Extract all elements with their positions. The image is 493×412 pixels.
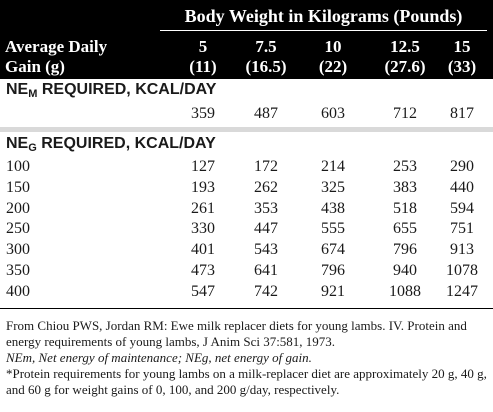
section-spacer — [0, 127, 493, 132]
column-lb: (11) — [189, 57, 217, 76]
cell: 603 — [321, 105, 345, 122]
cell: 518 — [393, 199, 417, 217]
column-kg: 15 — [453, 37, 471, 56]
gain-cell: 250 — [6, 220, 30, 238]
cell: 547 — [191, 282, 215, 300]
neg-title-sub: G — [28, 142, 37, 154]
abbrev-text: NEm, Net energy of maintenance; NEg, net… — [6, 350, 312, 365]
source-text: From Chiou PWS, Jordan RM: Ewe milk repl… — [6, 318, 467, 349]
column-kg: 12.5 — [390, 37, 420, 56]
cell: 594 — [450, 199, 474, 217]
column-kg: 10 — [324, 37, 342, 56]
cell: 353 — [254, 199, 278, 217]
row-label-heading: Average Daily Gain (g) — [5, 37, 107, 77]
cell: 543 — [254, 241, 278, 259]
cell: 1088 — [389, 282, 421, 300]
column-lb: (16.5) — [245, 57, 287, 76]
row-label-line1: Average Daily — [5, 37, 108, 56]
gain-cell: 200 — [6, 199, 30, 217]
abbrev-note: NEm, Net energy of maintenance; NEg, net… — [6, 350, 488, 366]
gain-cell: 350 — [6, 262, 30, 279]
cell: 193 — [191, 178, 215, 196]
cell: 325 — [321, 178, 345, 196]
column-lb: (22) — [318, 57, 348, 76]
cell: 473 — [191, 262, 215, 279]
column-header: 12.5 (27.6) — [373, 37, 437, 77]
protein-text: *Protein requirements for young lambs on… — [6, 366, 487, 397]
protein-note: *Protein requirements for young lambs on… — [6, 366, 488, 398]
cell: 440 — [450, 178, 474, 196]
neg-title-post: REQUIRED, KCAL/DAY — [36, 135, 216, 152]
table-row: 250 330 447 555 655 751 — [0, 219, 493, 239]
nem-row: 359 487 603 712 817 — [0, 104, 493, 124]
table-row: 350 473 641 796 940 1078 — [0, 261, 493, 281]
cell: 253 — [393, 158, 417, 175]
nem-section-title: NEM REQUIRED, KCAL/DAY — [6, 80, 216, 104]
table-header: Body Weight in Kilograms (Pounds) Averag… — [0, 0, 493, 79]
cell: 796 — [321, 262, 345, 279]
gain-cell: 400 — [6, 282, 30, 300]
cell: 921 — [321, 282, 345, 300]
cell: 127 — [191, 158, 215, 175]
neg-title-pre: NE — [6, 135, 29, 152]
column-lb: (33) — [447, 57, 477, 76]
nem-title-post: REQUIRED, KCAL/DAY — [37, 81, 217, 98]
cell: 290 — [450, 158, 474, 175]
column-header: 7.5 (16.5) — [234, 37, 298, 77]
cell: 487 — [254, 105, 278, 122]
cell: 214 — [321, 158, 345, 175]
table-row: 150 193 262 325 383 440 — [0, 178, 493, 198]
cell: 751 — [450, 220, 474, 238]
column-kg: 7.5 — [255, 37, 277, 56]
cell: 913 — [450, 241, 474, 259]
cell: 359 — [191, 105, 215, 122]
cell: 817 — [450, 105, 474, 122]
cell: 796 — [393, 241, 417, 259]
table-bottom-rule — [0, 308, 493, 309]
body-weight-heading: Body Weight in Kilograms (Pounds) — [160, 2, 487, 31]
source-note: From Chiou PWS, Jordan RM: Ewe milk repl… — [6, 318, 488, 350]
nem-title-pre: NE — [6, 81, 29, 98]
footnotes: From Chiou PWS, Jordan RM: Ewe milk repl… — [6, 318, 488, 398]
cell: 1247 — [446, 282, 478, 300]
table-row: 400 547 742 921 1088 1247 — [0, 282, 493, 302]
cell: 1078 — [446, 262, 478, 279]
table-row: 300 401 543 674 796 913 — [0, 240, 493, 260]
cell: 172 — [254, 158, 278, 175]
column-header: 15 (33) — [430, 37, 493, 77]
cell: 447 — [254, 220, 278, 238]
column-header: 10 (22) — [301, 37, 365, 77]
cell: 383 — [393, 178, 417, 196]
column-lb: (27.6) — [384, 57, 426, 76]
cell: 262 — [254, 178, 278, 196]
cell: 555 — [321, 220, 345, 238]
nem-title-sub: M — [28, 88, 38, 100]
neg-section-title: NEG REQUIRED, KCAL/DAY — [6, 134, 216, 158]
cell: 712 — [393, 105, 417, 122]
cell: 261 — [191, 199, 215, 217]
gain-cell: 100 — [6, 158, 30, 175]
cell: 330 — [191, 220, 215, 238]
column-kg: 5 — [198, 37, 208, 56]
cell: 401 — [191, 241, 215, 259]
column-header: 5 (11) — [171, 37, 235, 77]
cell: 655 — [393, 220, 417, 238]
gain-cell: 150 — [6, 178, 30, 196]
row-label-line2: Gain (g) — [5, 57, 65, 76]
cell: 940 — [393, 262, 417, 279]
table-row: 200 261 353 438 518 594 — [0, 199, 493, 219]
cell: 641 — [254, 262, 278, 279]
table-row: 100 127 172 214 253 290 — [0, 157, 493, 177]
gain-cell: 300 — [6, 241, 30, 259]
cell: 674 — [321, 241, 345, 259]
cell: 438 — [321, 199, 345, 217]
cell: 742 — [254, 282, 278, 300]
